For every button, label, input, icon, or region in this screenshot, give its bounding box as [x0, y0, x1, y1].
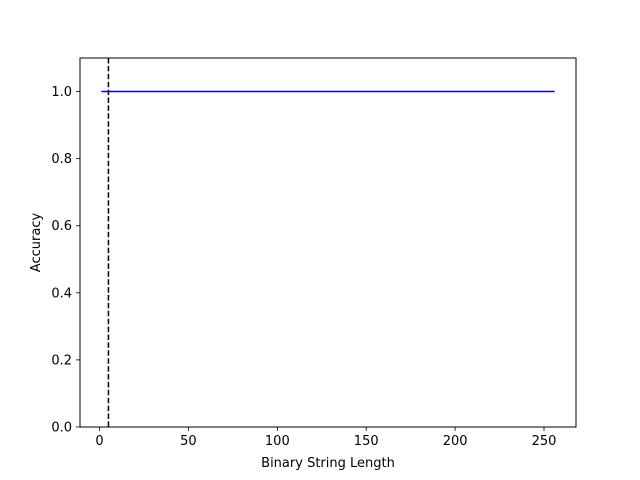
x-tick-label: 250 — [532, 434, 557, 449]
x-axis-label: Binary String Length — [261, 456, 395, 471]
x-tick-label: 150 — [354, 434, 379, 449]
x-tick-label: 0 — [95, 434, 103, 449]
x-axis: 0 50 100 150 200 250 — [95, 427, 556, 449]
plot-content — [101, 58, 555, 427]
y-tick-label: 1.0 — [51, 85, 72, 100]
y-axis-label: Accuracy — [29, 213, 44, 273]
y-tick-label: 0.8 — [51, 152, 72, 167]
y-tick-label: 0.2 — [51, 353, 72, 368]
x-tick-label: 100 — [265, 434, 290, 449]
y-tick-label: 0.6 — [51, 219, 72, 234]
y-axis: 0.0 0.2 0.4 0.6 0.8 1.0 — [51, 85, 80, 436]
y-tick-label: 0.0 — [51, 421, 72, 436]
x-tick-label: 200 — [443, 434, 468, 449]
y-tick-label: 0.4 — [51, 286, 72, 301]
plot-frame — [79, 57, 577, 428]
x-tick-label: 50 — [180, 434, 197, 449]
